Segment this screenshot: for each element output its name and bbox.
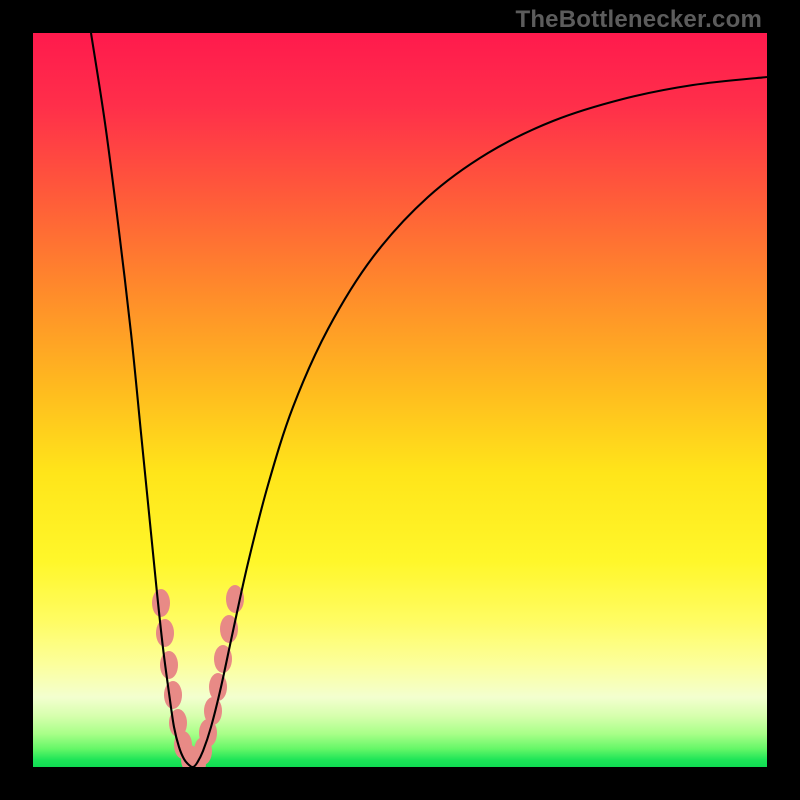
bottleneck-curve <box>91 33 767 767</box>
watermark-text: TheBottlenecker.com <box>515 6 762 34</box>
data-marker <box>152 589 170 617</box>
plot-area <box>33 33 767 767</box>
data-marker <box>156 619 174 647</box>
chart-frame: TheBottlenecker.com <box>0 0 800 800</box>
data-marker <box>164 681 182 709</box>
curve-layer <box>33 33 767 767</box>
data-marker <box>160 651 178 679</box>
